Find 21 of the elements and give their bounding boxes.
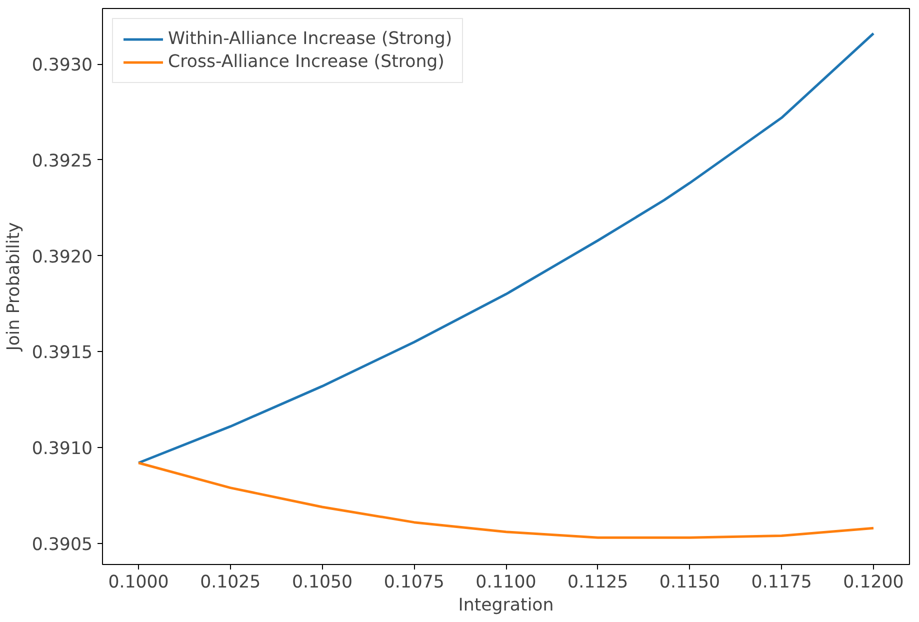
line-series bbox=[137, 462, 875, 539]
x-tick-label: 0.1175 bbox=[751, 572, 812, 592]
x-tick-label: 0.1000 bbox=[108, 572, 169, 592]
x-tick-label: 0.1025 bbox=[200, 572, 261, 592]
x-tick-label: 0.1100 bbox=[476, 572, 536, 592]
y-tick-label: 0.3930 bbox=[32, 56, 93, 76]
y-tick-label: 0.3925 bbox=[32, 151, 93, 172]
x-tick-label: 0.1125 bbox=[568, 572, 628, 592]
x-tick-label: 0.1075 bbox=[384, 572, 444, 592]
x-tick-label: 0.1150 bbox=[659, 572, 720, 592]
x-tick-label: 0.1200 bbox=[843, 572, 904, 592]
y-tick-label: 0.3910 bbox=[32, 439, 93, 460]
y-axis-title: Join Probability bbox=[4, 222, 24, 352]
legend-label: Within-Alliance Increase (Strong) bbox=[168, 29, 452, 49]
y-tick-label: 0.3915 bbox=[32, 343, 93, 364]
x-tick-label: 0.1050 bbox=[292, 572, 353, 592]
legend-label: Cross-Alliance Increase (Strong) bbox=[168, 52, 444, 72]
line-series bbox=[137, 32, 875, 464]
y-tick-label: 0.3920 bbox=[32, 247, 93, 268]
x-axis-title: Integration bbox=[458, 596, 554, 616]
y-tick-label: 0.3905 bbox=[32, 534, 93, 555]
